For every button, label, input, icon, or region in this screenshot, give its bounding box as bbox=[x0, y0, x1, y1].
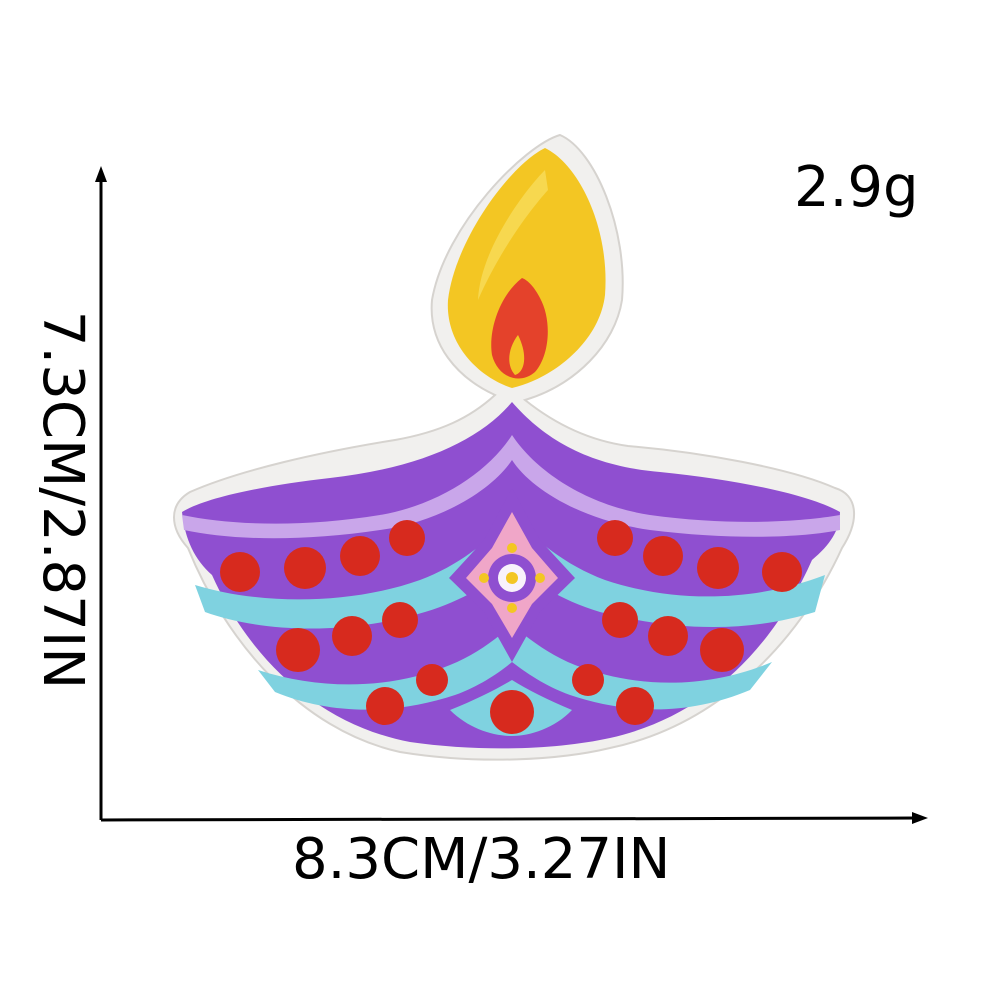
horizontal-arrowhead-icon bbox=[912, 812, 928, 824]
bowl-rim bbox=[182, 435, 840, 539]
diya-patch bbox=[173, 133, 855, 761]
width-dimension-label: 8.3CM/3.27IN bbox=[292, 827, 671, 892]
flame-outer bbox=[447, 148, 606, 388]
vertical-arrowhead-icon bbox=[95, 166, 107, 182]
turquoise-band-upper bbox=[195, 515, 825, 629]
height-dimension-label: 7.3CM/2.87IN bbox=[30, 310, 95, 690]
dimension-axes bbox=[95, 166, 928, 824]
red-dots bbox=[220, 520, 802, 734]
horizontal-axis-line bbox=[100, 816, 917, 822]
flame-highlight bbox=[478, 170, 548, 300]
flame-core bbox=[509, 335, 525, 375]
flame-inner bbox=[491, 278, 548, 379]
center-flower bbox=[449, 488, 575, 662]
weight-label: 2.9g bbox=[794, 155, 919, 220]
